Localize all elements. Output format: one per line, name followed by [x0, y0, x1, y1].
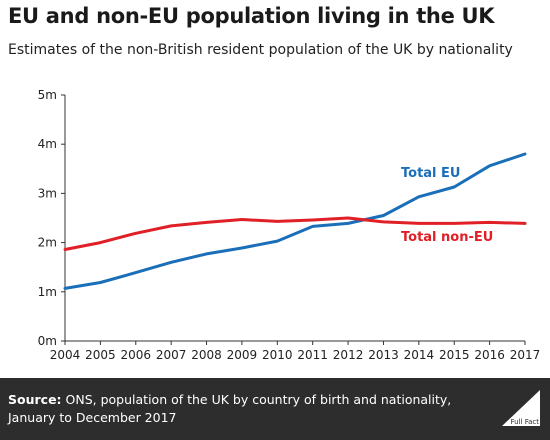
svg-text:Full Fact: Full Fact [511, 418, 540, 426]
series-line-non-eu [63, 216, 527, 251]
y-tick-label: 2m [38, 236, 57, 250]
source-label: Source: [8, 392, 62, 407]
y-tick-label: 4m [38, 137, 57, 151]
x-tick-label: 2011 [297, 348, 328, 362]
x-tick-label: 2008 [191, 348, 222, 362]
x-tick-label: 2007 [156, 348, 187, 362]
series-line-eu [63, 152, 527, 290]
y-tick-label: 0m [38, 334, 57, 348]
source-note: Source: ONS, population of the UK by cou… [8, 391, 478, 427]
x-tick-label: 2014 [404, 348, 435, 362]
x-tick-label: 2013 [368, 348, 399, 362]
x-tick-label: 2015 [439, 348, 470, 362]
x-tick-label: 2009 [227, 348, 258, 362]
y-tick-label: 1m [38, 285, 57, 299]
x-tick-label: 2016 [474, 348, 505, 362]
y-tick-label: 5m [38, 88, 57, 102]
series-label: Total non-EU [401, 230, 493, 245]
x-tick-label: 2005 [85, 348, 116, 362]
x-tick-label: 2010 [262, 348, 293, 362]
x-tick-label: 2004 [50, 348, 81, 362]
chart-series [63, 152, 527, 290]
source-text: ONS, population of the UK by country of … [8, 392, 452, 425]
x-tick-label: 2017 [510, 348, 541, 362]
chart-series-labels: Total EU Total non-EU [401, 166, 493, 245]
line-chart: 0m 1m 2m 3m 4m 5m 2004 2005 2006 2007 2008 2009 2010… [38, 88, 541, 362]
y-tick-label: 3m [38, 186, 57, 200]
chart-axes: 0m 1m 2m 3m 4m 5m 2004 2005 2006 2007 2008 2009 2010… [38, 88, 541, 362]
chart-subtitle: Estimates of the non-British resident po… [8, 42, 513, 58]
x-tick-label: 2006 [120, 348, 151, 362]
series-label: Total EU [401, 166, 460, 181]
chart-title: EU and non-EU population living in the U… [8, 4, 495, 28]
full-fact-logo: Full Fact [502, 390, 540, 426]
x-tick-label: 2012 [333, 348, 364, 362]
source-footer: Source: ONS, population of the UK by cou… [0, 378, 550, 440]
